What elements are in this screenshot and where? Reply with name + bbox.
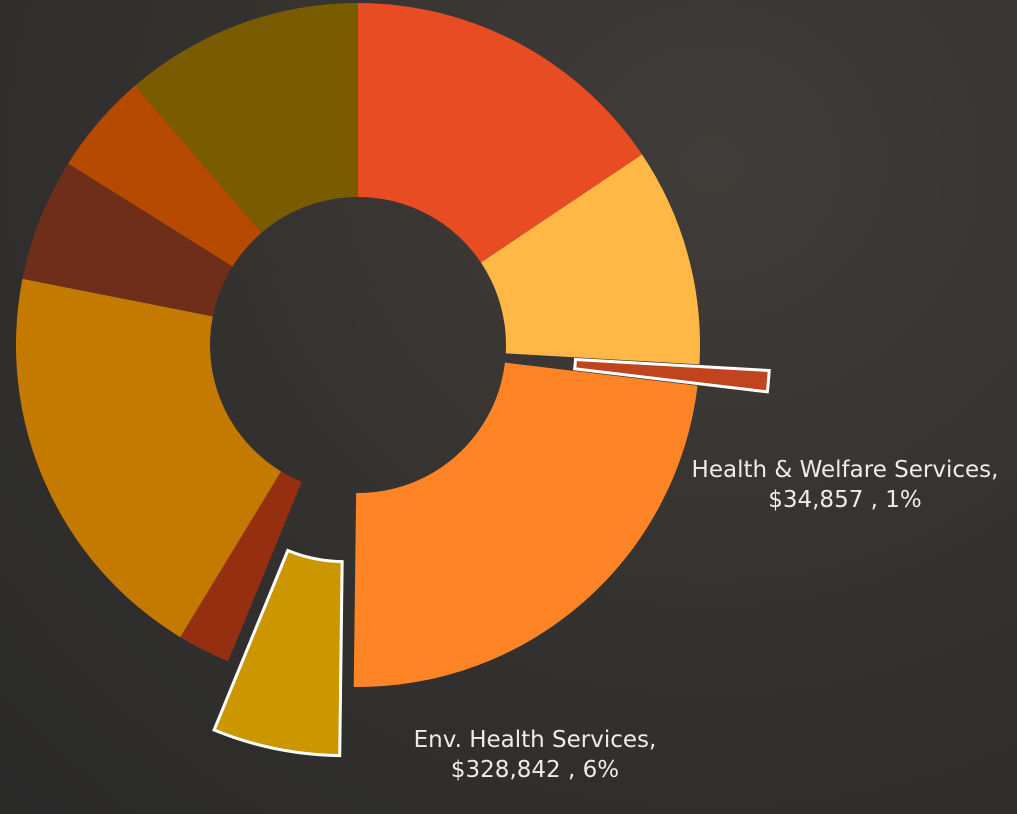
donut-slice [68, 85, 262, 267]
donut-slice [135, 3, 358, 233]
data-label: Health & Welfare Services, $34,857 , 1% [691, 457, 999, 513]
donut-slice [212, 548, 344, 758]
donut-slice [358, 3, 643, 263]
donut-slice [573, 357, 771, 394]
donut-slice [180, 471, 302, 662]
data-label: Env. Health Services, $328,842 , 6% [413, 727, 657, 783]
donut-slice [22, 163, 233, 317]
donut-slice [480, 154, 700, 365]
donut-slice [15, 278, 282, 638]
donut-slice [353, 362, 698, 687]
